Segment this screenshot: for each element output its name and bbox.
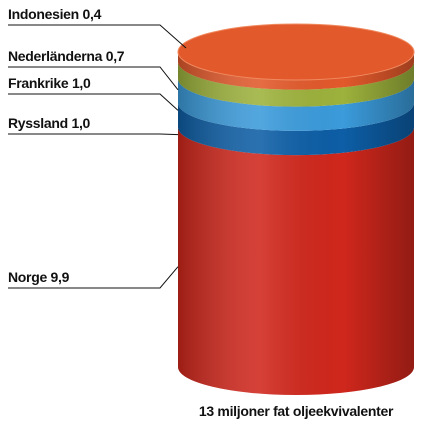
leader-line xyxy=(8,24,187,49)
category-name: Norge xyxy=(8,269,47,285)
segment-shade xyxy=(178,61,414,107)
data-label: Ryssland 1,0 xyxy=(8,115,91,131)
cylinder-top xyxy=(177,23,415,81)
data-label: Frankrike 1,0 xyxy=(8,75,91,91)
value-label: 1,0 xyxy=(71,115,90,131)
data-label: Indonesien 0,4 xyxy=(8,6,102,22)
value-label: 1,0 xyxy=(72,75,91,91)
value-label: 9,9 xyxy=(51,269,70,285)
segment-shade xyxy=(178,52,414,90)
leader-line xyxy=(8,93,179,111)
category-name: Ryssland xyxy=(8,115,68,131)
leader-line xyxy=(8,66,179,91)
segment-shade xyxy=(178,78,414,131)
leader-line xyxy=(8,133,179,136)
segment-shade xyxy=(178,102,414,156)
data-label: Norge 9,9 xyxy=(8,269,70,285)
segment-shade xyxy=(178,127,414,395)
value-label: 0,4 xyxy=(83,6,102,22)
leader-line xyxy=(8,266,179,289)
category-name: Nederländerna xyxy=(8,48,103,64)
value-label: 0,7 xyxy=(106,48,125,64)
category-name: Frankrike xyxy=(8,75,69,91)
caption: 13 miljoner fat oljeekvivalenter xyxy=(199,403,394,419)
data-label: Nederländerna 0,7 xyxy=(8,48,125,64)
category-name: Indonesien xyxy=(8,6,79,22)
